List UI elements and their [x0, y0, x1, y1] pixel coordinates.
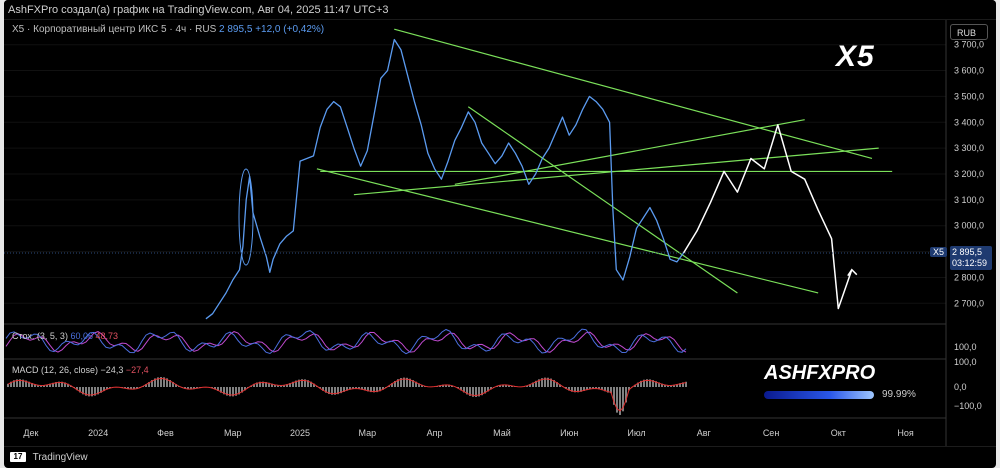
y-tick-label: 2 700,0 [954, 298, 984, 308]
brand-progress-bar [764, 391, 874, 399]
price-tag-symbol: X5 [930, 247, 948, 257]
projection-arrow-head [847, 268, 858, 277]
y-tick-label: 2 800,0 [954, 272, 984, 282]
price-change: +12,0 (+0,42%) [255, 24, 325, 35]
stochastic-d-line [5, 331, 687, 353]
stochastic-legend[interactable]: Стох. (3, 5, 3) 60,06 48,73 [12, 331, 118, 341]
trendlines [316, 28, 893, 294]
chart-canvas[interactable]: 2 700,02 800,02 900,03 000,03 100,03 200… [4, 20, 996, 446]
y-tick-label: 3 700,0 [954, 40, 984, 50]
x-tick-label: Дек [23, 428, 38, 438]
y-tick-label: 3 500,0 [954, 91, 984, 101]
x-tick-label: Июн [560, 428, 578, 438]
x-tick-label: Окт [831, 428, 846, 438]
symbol-legend: X5 · Корпоративный центр ИКС 5 · 4ч · RU… [12, 24, 324, 35]
last-price-tag: 2 895,5 03:12:59 [950, 246, 992, 270]
author-header: AshFXPro создал(а) график на TradingView… [4, 0, 996, 20]
price-line [205, 38, 685, 320]
highlight-oval [238, 168, 254, 266]
x-tick-label: 2025 [290, 428, 310, 438]
price-tag-countdown: 03:12:59 [952, 258, 988, 268]
y-tick-label: 3 600,0 [954, 66, 984, 76]
chart-window: AshFXPro создал(а) график на TradingView… [4, 0, 996, 468]
price-series [205, 38, 685, 320]
macd-value: −24,3 [100, 365, 124, 375]
x-tick-label: Сен [763, 428, 780, 438]
x-tick-label: 2024 [88, 428, 108, 438]
last-price: 2 895,5 [219, 24, 253, 35]
platform-name: TradingView [32, 452, 88, 463]
y-tick-label: 3 000,0 [954, 221, 984, 231]
tradingview-logo-icon: 17 [10, 452, 26, 463]
brand-progress-text: 99.99% [882, 389, 916, 400]
macd-legend[interactable]: MACD (12, 26, close) −24,3 −27,4 [12, 365, 149, 375]
trendline [454, 119, 805, 185]
y-tick-label: 3 100,0 [954, 195, 984, 205]
macd-axis-label: 100,0 [954, 357, 977, 367]
projection-path [682, 124, 858, 310]
macd-panel: 100,0 0,0 −100,0 [7, 357, 982, 415]
stochastic-name: Стох. (3, 5, 3) [12, 331, 68, 341]
footer[interactable]: 17 TradingView [4, 446, 996, 468]
trendline [394, 28, 873, 160]
ticker-watermark: X5 [836, 40, 875, 73]
y-tick-label: 3 200,0 [954, 169, 984, 179]
trendline [316, 168, 819, 294]
x-tick-label: Мар [359, 428, 377, 438]
stochastic-k: 60,06 [70, 331, 93, 341]
x-tick-label: Июл [627, 428, 645, 438]
macd-name: MACD (12, 26, close) [12, 365, 99, 375]
macd-signal-line [7, 377, 687, 412]
price-tag-value: 2 895,5 [952, 247, 983, 257]
breakout-ellipse [238, 168, 254, 266]
stochastic-axis-label: 100,0 [954, 342, 977, 352]
x-tick-label: Фев [157, 428, 174, 438]
macd-signal: −27,4 [125, 365, 149, 375]
x-tick-label: Авг [697, 428, 712, 438]
stochastic-panel: 100,0 [5, 328, 977, 355]
projection-line [682, 124, 853, 310]
stochastic-k-line [5, 328, 687, 355]
x-tick-label: Мар [224, 428, 242, 438]
time-axis: Дек 2024 Фев Мар 2025 Мар Апр Май Июн Июл Авг Сен Ок… [23, 428, 914, 438]
currency-selector[interactable]: RUB [950, 24, 988, 40]
brand-logo: ASHFXPRO [764, 362, 876, 384]
symbol-line: X5 · Корпоративный центр ИКС 5 · 4ч · RU… [12, 24, 217, 35]
trendline [353, 147, 879, 196]
x-tick-label: Май [493, 428, 511, 438]
trendline [467, 106, 738, 294]
x-tick-label: Апр [427, 428, 443, 438]
price-grid [4, 44, 946, 304]
macd-axis-label: −100,0 [954, 401, 982, 411]
x-tick-label: Ноя [897, 428, 914, 438]
y-tick-label: 3 300,0 [954, 143, 984, 153]
macd-axis-label: 0,0 [954, 382, 967, 392]
stochastic-d: 48,73 [95, 331, 119, 341]
y-tick-label: 3 400,0 [954, 117, 984, 127]
